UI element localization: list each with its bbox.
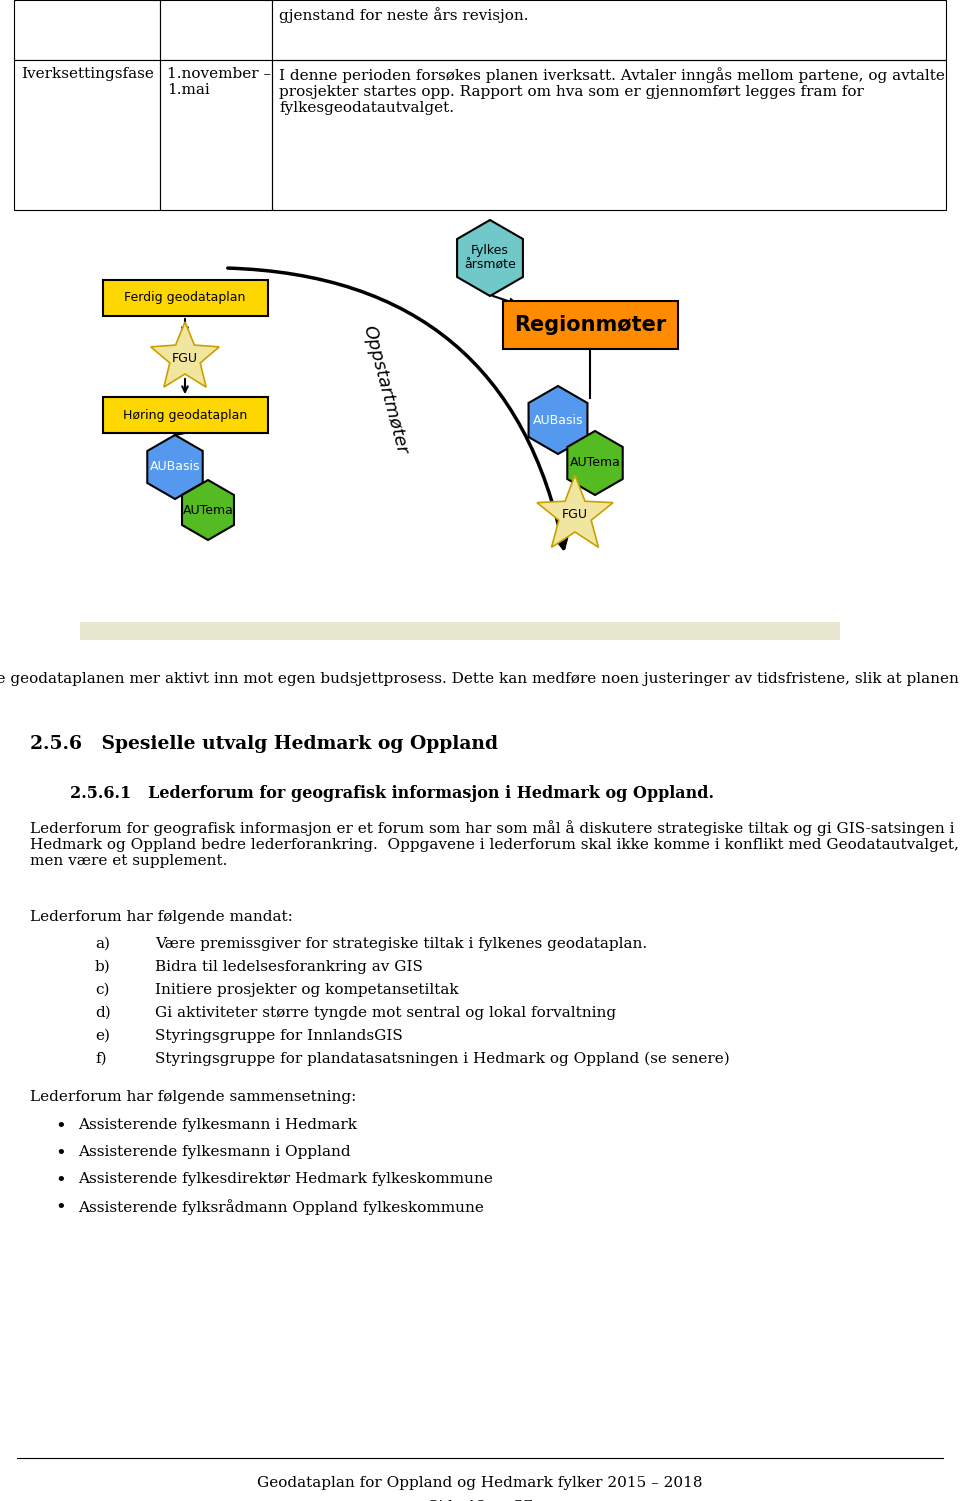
Text: e): e) [95,1030,110,1043]
Text: Være premissgiver for strategiske tiltak i fylkenes geodataplan.: Være premissgiver for strategiske tiltak… [155,937,647,952]
Text: AUBasis: AUBasis [533,413,584,426]
Text: FGU: FGU [172,351,198,365]
Text: gjenstand for neste års revisjon.: gjenstand for neste års revisjon. [279,8,529,23]
Bar [272,0,946,60]
Text: Assisterende fylksrådmann Oppland fylkeskommune: Assisterende fylksrådmann Oppland fylkes… [78,1199,484,1214]
Text: Lederforum har følgende sammensetning:: Lederforum har følgende sammensetning: [30,1090,356,1105]
Text: b): b) [95,961,110,974]
Polygon shape [529,386,588,453]
Text: Assisterende fylkesdirektør Hedmark fylkeskommune: Assisterende fylkesdirektør Hedmark fylk… [78,1172,492,1186]
FancyArrowPatch shape [228,269,566,548]
Polygon shape [457,221,523,296]
Text: Assisterende fylkesmann i Oppland: Assisterende fylkesmann i Oppland [78,1145,350,1159]
Text: a): a) [95,937,110,952]
Text: AUBasis: AUBasis [150,461,201,473]
Bar [160,0,272,60]
Text: Lederforum for geografisk informasjon er et forum som har som mål å diskutere st: Lederforum for geografisk informasjon er… [30,820,959,868]
Polygon shape [537,474,613,548]
Text: •: • [55,1118,65,1136]
Text: FGU: FGU [562,509,588,521]
Text: 1.november –
1.mai: 1.november – 1.mai [167,68,271,98]
Text: Bidra til ledelsesforankring av GIS: Bidra til ledelsesforankring av GIS [155,961,422,974]
Text: d): d) [95,1006,110,1021]
Text: I denne perioden forsøkes planen iverksatt. Avtaler inngås mellom partene, og av: I denne perioden forsøkes planen iverksa… [279,68,945,116]
Text: Ferdig geodataplan: Ferdig geodataplan [124,291,246,305]
Text: •: • [55,1172,65,1190]
Text: Styringsgruppe for plandatasatsningen i Hedmark og Oppland (se senere): Styringsgruppe for plandatasatsningen i … [155,1052,730,1066]
Text: Initiere prosjekter og kompetansetiltak: Initiere prosjekter og kompetansetiltak [155,983,459,997]
Bar [103,396,268,432]
Text: •: • [55,1145,65,1163]
Text: 2.5.6   Spesielle utvalg Hedmark og Oppland: 2.5.6 Spesielle utvalg Hedmark og Opplan… [30,735,498,754]
Text: Styringsgruppe for InnlandsGIS: Styringsgruppe for InnlandsGIS [155,1030,403,1043]
Bar [272,60,946,210]
Bar [160,60,272,210]
Text: Oppstartmøter: Oppstartmøter [359,324,411,456]
Text: Regionmøter: Regionmøter [514,315,666,335]
Bar [80,621,840,639]
Text: Geodataplan for Oppland og Hedmark fylker 2015 – 2018: Geodataplan for Oppland og Hedmark fylke… [257,1475,703,1490]
Polygon shape [147,435,203,498]
Bar [14,60,160,210]
Text: 2.5.6.1   Lederforum for geografisk informasjon i Hedmark og Oppland.: 2.5.6.1 Lederforum for geografisk inform… [70,785,714,802]
Polygon shape [182,480,234,540]
Text: c): c) [95,983,109,997]
Text: f): f) [95,1052,107,1066]
Polygon shape [567,431,623,495]
Text: AUTema: AUTema [569,456,620,470]
Text: Lederforum har følgende mandat:: Lederforum har følgende mandat: [30,910,293,925]
Bar [103,281,268,317]
Text: Fylkes
årsmøte: Fylkes årsmøte [464,245,516,272]
Text: •: • [55,1199,65,1217]
Text: Høring geodataplan: Høring geodataplan [123,408,247,422]
Bar [14,0,160,60]
Text: Assisterende fylkesmann i Hedmark: Assisterende fylkesmann i Hedmark [78,1118,357,1132]
Polygon shape [151,323,219,387]
Text: Iverksettingsfase: Iverksettingsfase [21,68,154,81]
Text: AUTema: AUTema [182,503,233,516]
Text: Gi aktiviteter større tyngde mot sentral og lokal forvaltning: Gi aktiviteter større tyngde mot sentral… [155,1006,616,1021]
Text: Kartverket forsøker nå å bruke geodataplanen mer aktivt inn mot egen budsjettpro: Kartverket forsøker nå å bruke geodatapl… [0,669,960,686]
Bar [502,302,678,350]
